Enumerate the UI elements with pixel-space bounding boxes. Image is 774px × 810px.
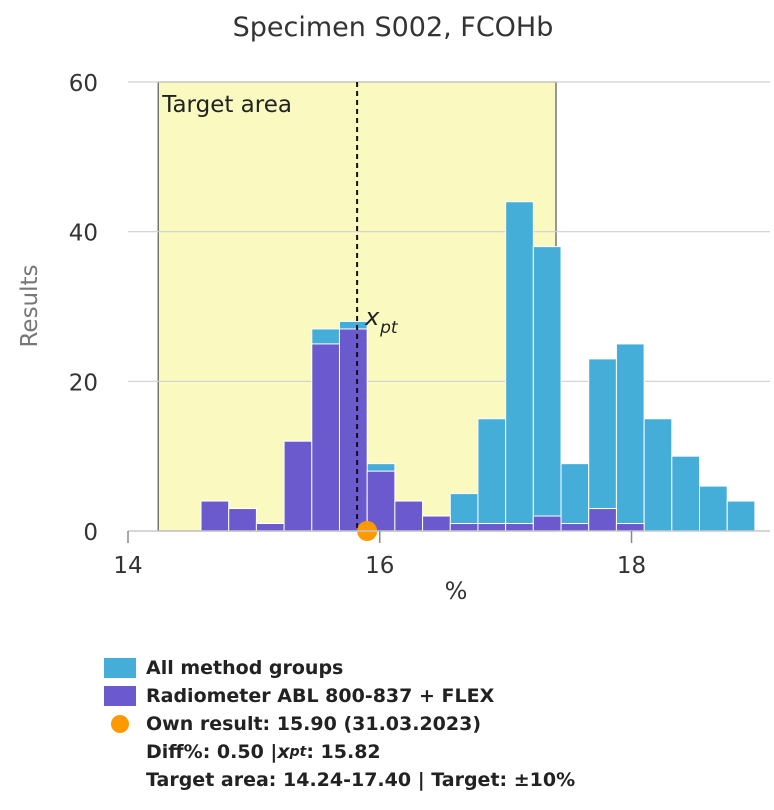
xpt-label: x xyxy=(364,303,380,331)
bar-radiometer xyxy=(477,523,507,532)
bar-radiometer xyxy=(255,523,285,532)
y-tick-label: 60 xyxy=(69,71,98,97)
chart-title: Specimen S002, FCOHb xyxy=(233,12,554,43)
legend-diff-row: Diff%: 0.50 | x pt: 15.82 xyxy=(104,738,575,766)
bar-all-method-groups xyxy=(477,418,507,532)
bar-radiometer xyxy=(449,523,479,532)
target-area-label: Target area xyxy=(161,92,292,118)
bar-radiometer xyxy=(228,508,257,532)
bar-all-method-groups xyxy=(560,463,590,532)
bar-radiometer xyxy=(532,515,562,532)
legend-item-own-result[interactable]: Own result: 15.90 (31.03.2023) xyxy=(104,710,575,738)
legend: All method groups Radiometer ABL 800-837… xyxy=(104,654,575,794)
bar-radiometer xyxy=(615,523,645,532)
bar-all-method-groups xyxy=(699,485,728,532)
legend-label-all: All method groups xyxy=(146,657,344,679)
legend-swatch-radiometer xyxy=(104,686,136,706)
y-axis-label: Results xyxy=(17,264,43,347)
xpt-letter: x xyxy=(277,741,290,763)
x-tick-label: 18 xyxy=(617,553,646,579)
x-tick-label: 14 xyxy=(113,553,142,579)
bar-all-method-groups xyxy=(505,201,534,532)
legend-label-own-result: Own result: 15.90 (31.03.2023) xyxy=(146,713,482,735)
bar-all-method-groups xyxy=(643,418,673,532)
bar-radiometer xyxy=(200,500,230,532)
diff-text: Diff%: 0.50 | xyxy=(146,741,278,763)
bar-all-method-groups xyxy=(726,500,756,532)
bar-all-method-groups xyxy=(615,343,645,532)
x-tick-label: 16 xyxy=(365,553,394,579)
bar-radiometer xyxy=(394,500,424,532)
xpt-subscript: pt xyxy=(289,744,307,760)
y-tick-label: 0 xyxy=(83,520,98,546)
target-area-text: Target area: 14.24-17.40 | Target: ±10% xyxy=(146,769,576,791)
bar-radiometer xyxy=(283,440,313,532)
legend-target-row: Target area: 14.24-17.40 | Target: ±10% xyxy=(104,766,575,794)
bar-all-method-groups xyxy=(671,455,701,532)
chart: Specimen S002, FCOHb Target area x pt 0 20… xyxy=(17,12,770,605)
bar-radiometer xyxy=(560,523,590,532)
bar-radiometer xyxy=(505,523,534,532)
legend-label-radiometer: Radiometer ABL 800-837 + FLEX xyxy=(146,685,495,707)
x-axis-label: % xyxy=(445,577,468,605)
bar-radiometer xyxy=(311,343,340,532)
bar-radiometer xyxy=(338,328,368,532)
xpt-label-subscript: pt xyxy=(379,318,399,338)
y-tick-label: 20 xyxy=(69,370,98,396)
legend-item-radiometer[interactable]: Radiometer ABL 800-837 + FLEX xyxy=(104,682,575,710)
bar-radiometer xyxy=(588,508,617,532)
bar-all-method-groups xyxy=(588,358,617,532)
bar-all-method-groups xyxy=(532,246,562,532)
legend-item-all-method-groups[interactable]: All method groups xyxy=(104,654,575,682)
xpt-value: : 15.82 xyxy=(306,741,381,763)
own-result-marker-icon xyxy=(111,715,129,733)
y-tick-label: 40 xyxy=(69,221,98,247)
bar-radiometer xyxy=(422,515,451,532)
legend-swatch-all xyxy=(104,658,136,678)
bar-radiometer xyxy=(366,470,396,532)
